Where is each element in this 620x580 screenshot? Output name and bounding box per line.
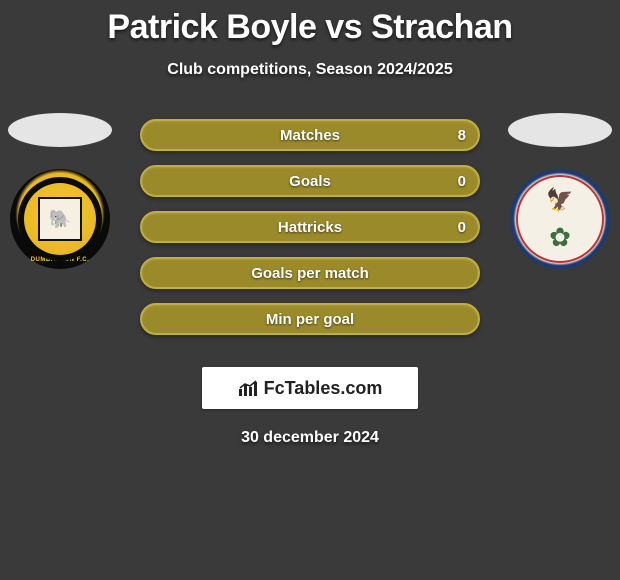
- player-left-silhouette: [8, 113, 112, 147]
- brand-badge[interactable]: FcTables.com: [202, 367, 418, 409]
- chart-icon: [238, 379, 260, 397]
- stat-row-min-per-goal: Min per goal: [140, 303, 480, 335]
- stat-label: Matches: [280, 127, 340, 144]
- thistle-icon: ✿: [549, 222, 571, 253]
- club-left-label: DUMBARTON F.C.: [10, 257, 110, 263]
- stat-label: Goals: [289, 173, 331, 190]
- stat-row-goals-per-match: Goals per match: [140, 257, 480, 289]
- club-crest-right: 🦅 ✿: [510, 169, 610, 269]
- stat-label: Goals per match: [251, 265, 369, 282]
- brand-text: FcTables.com: [264, 378, 383, 399]
- subtitle: Club competitions, Season 2024/2025: [0, 61, 620, 79]
- stat-label: Hattricks: [278, 219, 342, 236]
- comparison-area: 🐘 DUMBARTON F.C. 🦅 ✿ Matches 8 Goals 0 H…: [0, 109, 620, 349]
- stat-row-matches: Matches 8: [140, 119, 480, 151]
- stat-row-goals: Goals 0: [140, 165, 480, 197]
- club-crest-left: 🐘 DUMBARTON F.C.: [10, 169, 110, 269]
- page-title: Patrick Boyle vs Strachan: [0, 0, 620, 47]
- eagle-icon: 🦅: [546, 187, 573, 213]
- stat-row-hattricks: Hattricks 0: [140, 211, 480, 243]
- stat-right-value: 0: [458, 173, 466, 190]
- elephant-icon: 🐘: [38, 197, 82, 241]
- player-right-column: 🦅 ✿: [500, 109, 620, 269]
- date-label: 30 december 2024: [0, 429, 620, 447]
- stat-right-value: 0: [458, 219, 466, 236]
- stat-label: Min per goal: [266, 311, 354, 328]
- player-left-column: 🐘 DUMBARTON F.C.: [0, 109, 120, 269]
- stats-list: Matches 8 Goals 0 Hattricks 0 Goals per …: [140, 119, 480, 335]
- player-right-silhouette: [508, 113, 612, 147]
- stat-right-value: 8: [458, 127, 466, 144]
